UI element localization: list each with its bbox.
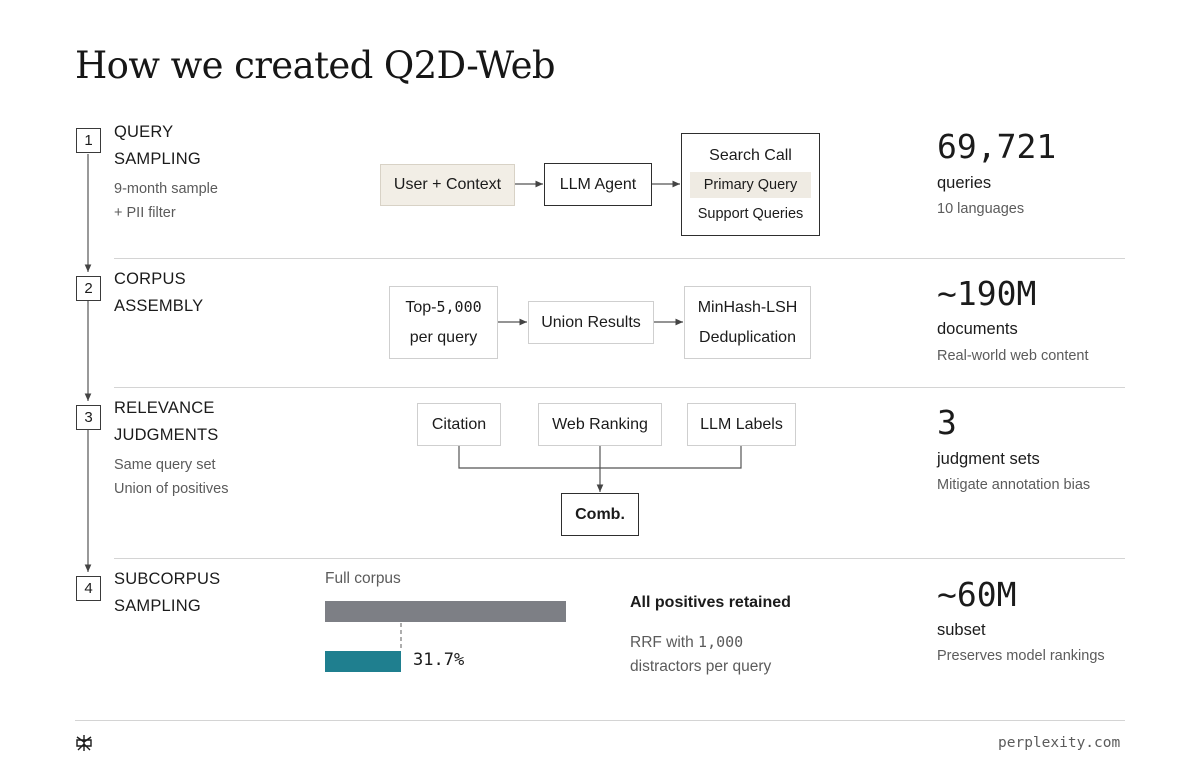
step-2-stat-sub: Real-world web content xyxy=(937,348,1089,364)
step-1-note: + PII filter xyxy=(114,205,176,221)
llm-agent-label: LLM Agent xyxy=(559,175,637,193)
rrf-prefix: RRF with xyxy=(630,634,699,651)
step-title-line: SUBCORPUS xyxy=(114,570,221,588)
section-divider xyxy=(114,258,1125,259)
minhash-line2: Deduplication xyxy=(699,328,796,346)
full-corpus-bar xyxy=(325,601,566,622)
merge-lines xyxy=(458,445,742,469)
primary-query-label: Primary Query xyxy=(689,171,812,198)
user-context-box: User + Context xyxy=(380,164,515,206)
step-1-title: QUERY SAMPLING xyxy=(114,119,201,173)
llm-labels-box: LLM Labels xyxy=(687,403,796,446)
union-results-label: Union Results xyxy=(541,313,641,331)
full-corpus-label: Full corpus xyxy=(325,570,401,587)
top-5000-box: Top-5,000 per query xyxy=(389,286,498,359)
step-2-stat-value: ~190M xyxy=(937,274,1037,313)
step-1-number: 1 xyxy=(76,128,101,153)
citation-label: Citation xyxy=(431,415,487,433)
web-ranking-box: Web Ranking xyxy=(538,403,662,446)
subset-bar xyxy=(325,651,401,672)
rrf-line1: RRF with 1,000 xyxy=(630,633,743,652)
step-4-stat-label: subset xyxy=(937,621,986,639)
llm-agent-box: LLM Agent xyxy=(544,163,652,206)
support-queries-label: Support Queries xyxy=(697,205,804,222)
web-ranking-label: Web Ranking xyxy=(552,415,648,433)
step-3-note: Union of positives xyxy=(114,481,229,497)
perplexity-logo-icon xyxy=(75,734,93,757)
step-3-number: 3 xyxy=(76,405,101,430)
section-divider xyxy=(114,558,1125,559)
page-title: How we created Q2D-Web xyxy=(75,44,556,87)
step-title-line: JUDGMENTS xyxy=(114,426,219,444)
llm-labels-label: LLM Labels xyxy=(700,415,783,433)
citation-box: Citation xyxy=(417,403,501,446)
step-title-line: SAMPLING xyxy=(114,597,201,615)
step-title-line: RELEVANCE xyxy=(114,399,215,417)
step-1-stat-sub: 10 languages xyxy=(937,201,1025,217)
step-4-stat-value: ~60M xyxy=(937,575,1017,614)
step-4-number: 4 xyxy=(76,576,101,601)
step-title-line: ASSEMBLY xyxy=(114,297,204,315)
footer-site: perplexity.com xyxy=(998,735,1121,751)
subset-percent-label: 31.7% xyxy=(413,650,465,670)
positives-retained-label: All positives retained xyxy=(630,594,791,611)
step-3-title: RELEVANCE JUDGMENTS xyxy=(114,395,218,449)
minhash-line1: MinHash-LSH xyxy=(697,298,798,316)
step-1-stat-label: queries xyxy=(937,174,992,192)
step-1-stat-value: 69,721 xyxy=(937,127,1057,166)
rrf-line2: distractors per query xyxy=(630,658,772,675)
minhash-box: MinHash-LSH Deduplication xyxy=(684,286,811,359)
section-divider xyxy=(114,387,1125,388)
step-3-note: Same query set xyxy=(114,457,216,473)
union-results-box: Union Results xyxy=(528,301,654,344)
top-count: 5,000 xyxy=(436,298,482,316)
step-2-number: 2 xyxy=(76,276,101,301)
footer-divider xyxy=(75,720,1125,721)
step-3-stat-sub: Mitigate annotation bias xyxy=(937,477,1091,493)
step-4-title: SUBCORPUS SAMPLING xyxy=(114,566,220,620)
combined-box: Comb. xyxy=(561,493,639,536)
step-title-line: CORPUS xyxy=(114,270,186,288)
rrf-count: 1,000 xyxy=(698,633,744,651)
step-2-stat-label: documents xyxy=(937,320,1018,338)
step-1-note: 9-month sample xyxy=(114,181,218,197)
top-prefix: Top- xyxy=(405,299,437,316)
search-call-title: Search Call xyxy=(709,146,792,164)
search-call-box: Search Call Primary Query Support Querie… xyxy=(681,133,820,236)
step-title-line: QUERY xyxy=(114,123,174,141)
top-5000-line2: per query xyxy=(409,329,478,346)
top-5000-line1: Top-5,000 xyxy=(405,292,481,323)
step-3-stat-value: 3 xyxy=(937,403,957,442)
combined-label: Comb. xyxy=(575,505,625,523)
step-title-line: SAMPLING xyxy=(114,150,201,168)
step-4-stat-sub: Preserves model rankings xyxy=(937,648,1105,664)
user-context-label: User + Context xyxy=(393,176,502,193)
step-3-stat-label: judgment sets xyxy=(937,450,1040,468)
step-2-title: CORPUS ASSEMBLY xyxy=(114,266,203,320)
